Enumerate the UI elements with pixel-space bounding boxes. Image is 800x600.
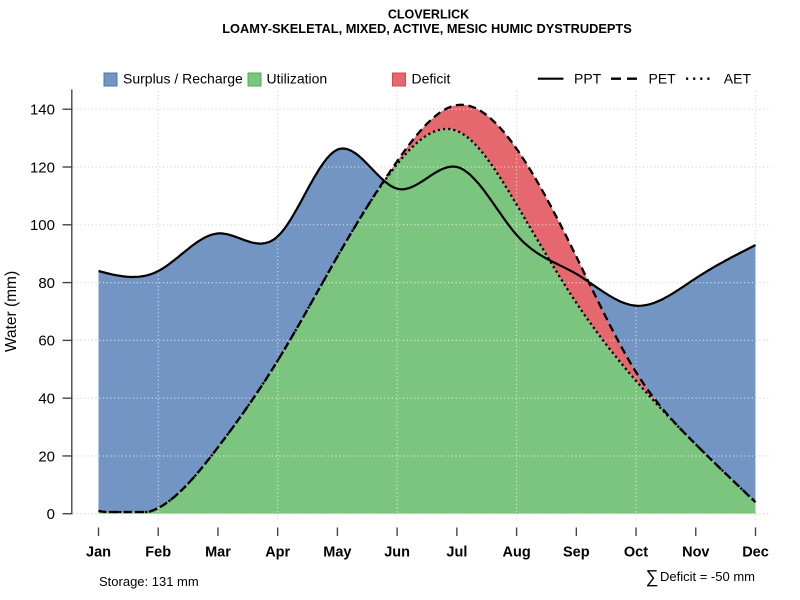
svg-text:100: 100: [30, 217, 55, 234]
svg-text:Apr: Apr: [265, 545, 290, 561]
svg-text:CLOVERLICK: CLOVERLICK: [388, 8, 469, 22]
svg-text:AET: AET: [724, 71, 752, 87]
svg-text:0: 0: [47, 506, 55, 523]
svg-text:Dec: Dec: [742, 545, 769, 561]
svg-text:Aug: Aug: [503, 545, 531, 561]
svg-text:Jun: Jun: [384, 545, 410, 561]
svg-text:PPT: PPT: [574, 71, 602, 87]
svg-text:Storage: 131 mm: Storage: 131 mm: [99, 574, 199, 589]
svg-text:May: May: [323, 545, 351, 561]
svg-text:80: 80: [38, 275, 55, 292]
svg-text:20: 20: [38, 448, 55, 465]
svg-text:140: 140: [30, 102, 55, 119]
svg-text:∑: ∑: [646, 567, 659, 587]
svg-text:Mar: Mar: [205, 545, 231, 561]
svg-text:Deficit: Deficit: [412, 71, 451, 87]
svg-text:60: 60: [38, 333, 55, 350]
svg-text:Nov: Nov: [682, 545, 709, 561]
svg-text:LOAMY-SKELETAL, MIXED, ACTIVE,: LOAMY-SKELETAL, MIXED, ACTIVE, MESIC HUM…: [222, 21, 632, 36]
svg-text:Deficit = -50 mm: Deficit = -50 mm: [660, 569, 755, 584]
svg-text:Sep: Sep: [563, 545, 590, 561]
svg-text:Water (mm): Water (mm): [3, 271, 20, 352]
svg-text:Surplus / Recharge: Surplus / Recharge: [123, 71, 243, 87]
svg-text:PET: PET: [649, 71, 677, 87]
svg-text:40: 40: [38, 391, 55, 408]
svg-text:120: 120: [30, 159, 55, 176]
svg-text:Oct: Oct: [624, 545, 648, 561]
svg-text:Feb: Feb: [145, 545, 171, 561]
svg-text:Jan: Jan: [86, 545, 111, 561]
svg-text:Jul: Jul: [446, 545, 467, 561]
svg-text:Utilization: Utilization: [267, 71, 328, 87]
